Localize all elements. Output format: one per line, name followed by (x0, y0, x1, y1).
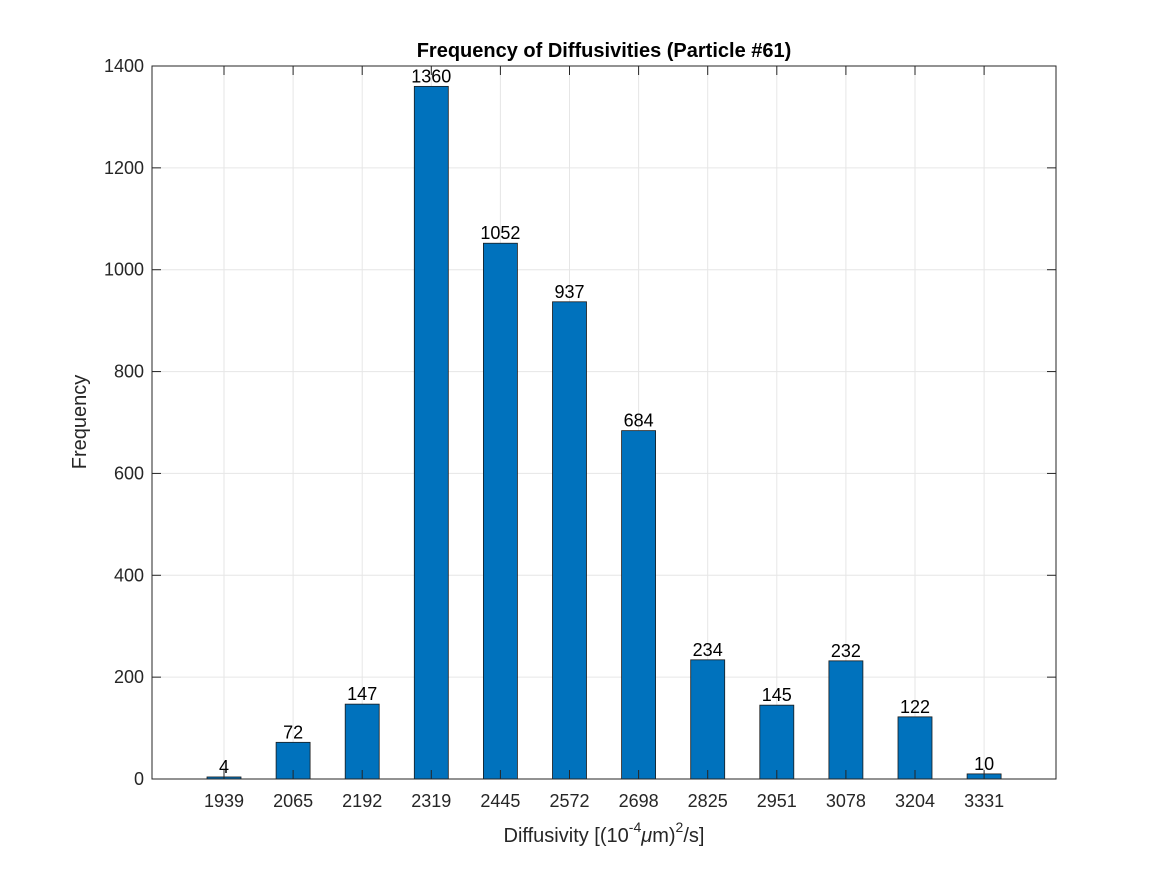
y-tick-label: 0 (134, 769, 144, 789)
bar-value-label: 145 (762, 685, 792, 705)
y-tick-label: 1000 (104, 260, 144, 280)
x-tick-label: 2192 (342, 791, 382, 811)
x-tick-label: 2319 (411, 791, 451, 811)
y-tick-label: 400 (114, 565, 144, 585)
x-axis-label: Diffusivity [(10-4μm)2/s] (504, 819, 705, 847)
x-tick-label: 3204 (895, 791, 935, 811)
x-tick-label: 2445 (480, 791, 520, 811)
y-tick-label: 1400 (104, 56, 144, 76)
x-tick-label: 2065 (273, 791, 313, 811)
x-tick-label: 2698 (619, 791, 659, 811)
bar-value-label: 1052 (480, 223, 520, 243)
bar (828, 660, 864, 780)
y-tick-label: 200 (114, 667, 144, 687)
bar (552, 301, 587, 780)
bar-value-label: 4 (219, 757, 229, 777)
bar (413, 85, 449, 780)
y-axis-label: Frequency (69, 375, 91, 470)
bar-value-label: 10 (974, 754, 994, 774)
bar-value-label: 234 (693, 640, 723, 660)
data-labels: 4 72 147 1360 1052 937 684 234 145 232 122 10 (219, 66, 994, 777)
y-tick-label: 600 (114, 463, 144, 483)
bar-value-label: 72 (283, 722, 303, 742)
x-tick-label: 3331 (964, 791, 1004, 811)
bar-value-label: 1360 (411, 66, 451, 86)
y-tick-label: 1200 (104, 158, 144, 178)
bar-value-label: 232 (831, 641, 861, 661)
bar (344, 703, 380, 780)
bar (482, 242, 518, 780)
bar-value-label: 684 (624, 411, 654, 431)
bar (690, 659, 726, 780)
chart-title: Frequency of Diffusivities (Particle #61… (417, 40, 792, 62)
bar (759, 704, 795, 780)
x-tick-label: 1939 (204, 791, 244, 811)
bar-value-label: 122 (900, 697, 930, 717)
bars (206, 85, 1002, 780)
bar (897, 716, 933, 780)
bar (621, 430, 656, 780)
x-tick-label: 2951 (757, 791, 797, 811)
x-tick-label: 3078 (826, 791, 866, 811)
bar-value-label: 147 (347, 684, 377, 704)
y-tick-label: 800 (114, 362, 144, 382)
plot-area-frame (151, 65, 1057, 780)
bar-value-label: 937 (554, 282, 584, 302)
x-tick-label: 2572 (549, 791, 589, 811)
x-tick-label: 2825 (688, 791, 728, 811)
ticks: 0 200 400 600 800 1000 1200 1400 1939 2065 2192 231… (104, 56, 1056, 811)
